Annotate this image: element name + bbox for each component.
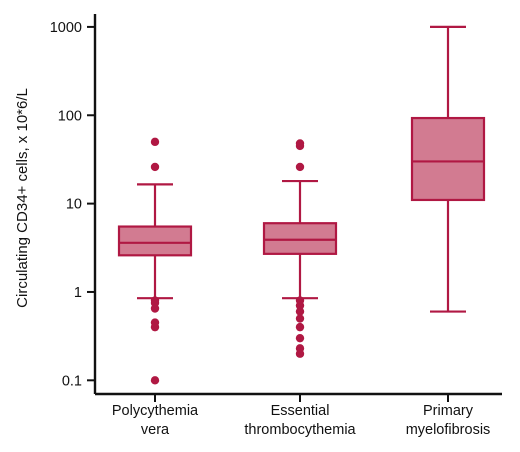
box-group-pmf [410, 25, 486, 313]
y-tick-label: 0.1 [62, 373, 82, 389]
outlier-point [150, 318, 160, 327]
y-tick-label: 100 [58, 108, 82, 124]
y-tick-label: 1000 [50, 20, 82, 36]
box-group-pv [117, 137, 193, 385]
outlier-point [295, 322, 305, 332]
y-tick-label: 10 [66, 197, 82, 213]
iqr-box [410, 116, 486, 202]
category-label-pv: Polycythemia [112, 403, 199, 419]
outlier-point [150, 137, 160, 147]
y-axis-title: Circulating CD34+ cells, x 10*6/L [14, 88, 31, 308]
axes-layer: 0.1 1 10 100 1000 Polycythemia vera Essential th… [50, 14, 502, 438]
iqr-box [262, 222, 338, 255]
outlier-point [150, 376, 160, 385]
category-label-pv: vera [141, 422, 170, 438]
outlier-point [295, 307, 305, 316]
outlier-point [295, 333, 305, 343]
outlier-point [295, 344, 305, 353]
iqr-box [117, 225, 193, 257]
category-label-pmf: myelofibrosis [406, 422, 491, 438]
outlier-point [295, 139, 305, 148]
category-label-et: thrombocythemia [244, 422, 356, 438]
box-layer [117, 25, 486, 385]
y-tick-label: 1 [74, 285, 82, 301]
outlier-point [295, 296, 305, 305]
outlier-point [150, 296, 160, 305]
outlier-point [150, 162, 160, 172]
box-group-et [262, 139, 338, 358]
outlier-point [295, 162, 305, 172]
outlier-point [295, 314, 305, 323]
category-label-et: Essential [271, 403, 330, 419]
category-label-pmf: Primary [423, 403, 474, 419]
